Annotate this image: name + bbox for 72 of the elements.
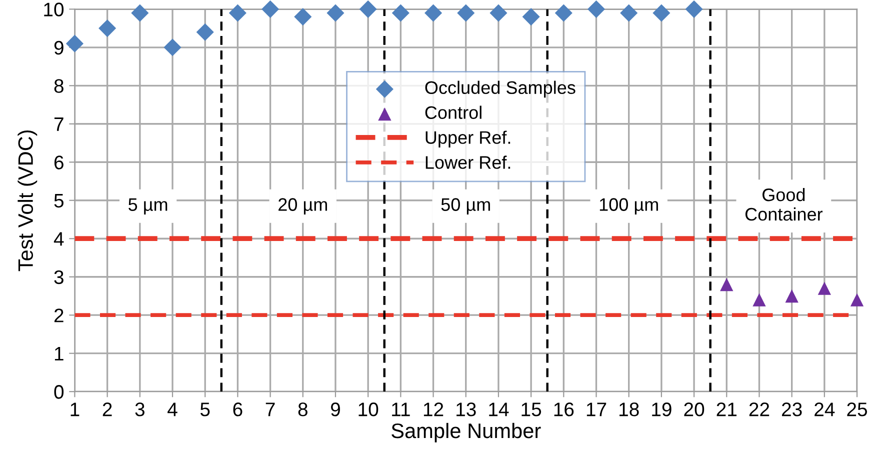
- x-tick-label: 20: [684, 402, 704, 416]
- x-tick-label: 18: [620, 402, 639, 416]
- x-tick-label: 23: [782, 402, 802, 416]
- point: [490, 4, 508, 22]
- x-tick-label: 6: [233, 402, 242, 416]
- point: [424, 4, 442, 22]
- x-tick-label: 10: [358, 402, 378, 416]
- point: [850, 293, 864, 306]
- legend-label: Occluded Samples: [425, 80, 576, 98]
- legend-label: Control: [425, 106, 482, 119]
- y-tick-label: 10: [44, 2, 64, 16]
- point: [554, 4, 572, 22]
- point: [131, 4, 149, 22]
- annotation: 100 µm: [600, 198, 658, 215]
- point: [587, 0, 606, 18]
- point: [164, 38, 182, 56]
- point: [457, 4, 475, 22]
- x-tick-label: 4: [168, 402, 178, 416]
- point: [326, 4, 344, 22]
- point: [359, 0, 377, 18]
- x-tick-label: 14: [489, 402, 509, 416]
- x-tick-label: 15: [522, 402, 542, 416]
- x-tick-label: 2: [102, 402, 112, 416]
- legend-label: Upper Ref.: [426, 130, 510, 148]
- x-tick-label: 9: [330, 402, 340, 416]
- point: [818, 282, 832, 295]
- point: [392, 4, 410, 22]
- y-tick-label: 4: [54, 232, 64, 246]
- x-tick-label: 17: [586, 402, 606, 416]
- point: [785, 289, 798, 303]
- point: [685, 0, 703, 18]
- x-tick-label: 19: [652, 402, 672, 416]
- x-tick-label: 8: [298, 402, 308, 416]
- point: [228, 4, 246, 22]
- x-axis-title: Sample Number: [392, 422, 541, 442]
- y-tick-label: 0: [54, 385, 64, 399]
- y-tick-label: 5: [54, 194, 64, 208]
- point: [522, 8, 540, 26]
- point: [294, 8, 312, 26]
- x-tick-label: 5: [200, 402, 210, 416]
- x-tick-label: 25: [847, 402, 868, 416]
- annotation: 20 µm: [278, 198, 327, 215]
- point: [720, 278, 734, 292]
- x-tick-label: 13: [456, 402, 476, 416]
- x-tick-label: 21: [716, 402, 737, 416]
- x-tick-label: 22: [749, 402, 770, 416]
- point: [620, 4, 638, 22]
- point: [66, 34, 84, 52]
- annotation: Good Container: [745, 188, 823, 221]
- y-tick-label: 2: [54, 308, 64, 322]
- y-tick-label: 6: [54, 156, 64, 170]
- x-tick-label: 16: [554, 402, 574, 416]
- x-tick-label: 11: [392, 402, 410, 416]
- x-tick-label: 7: [266, 402, 275, 416]
- y-tick-label: 9: [54, 40, 64, 55]
- y-axis-title: Test Volt (VDC): [18, 130, 38, 272]
- legend-label: Lower Ref.: [426, 156, 510, 169]
- point: [652, 4, 670, 22]
- x-tick-label: 3: [135, 402, 144, 416]
- y-tick-label: 1: [54, 347, 64, 360]
- annotation: 50 µm: [441, 198, 490, 215]
- x-tick-label: 1: [70, 402, 80, 416]
- point: [196, 23, 214, 41]
- x-tick-label: 24: [814, 402, 835, 416]
- point: [98, 19, 116, 38]
- y-tick-label: 3: [54, 270, 64, 284]
- annotation: 5 µm: [128, 198, 168, 215]
- point: [752, 293, 766, 306]
- point: [262, 0, 280, 18]
- y-tick-label: 7: [54, 118, 64, 131]
- y-tick-label: 8: [54, 79, 64, 93]
- x-tick-label: 12: [424, 402, 444, 416]
